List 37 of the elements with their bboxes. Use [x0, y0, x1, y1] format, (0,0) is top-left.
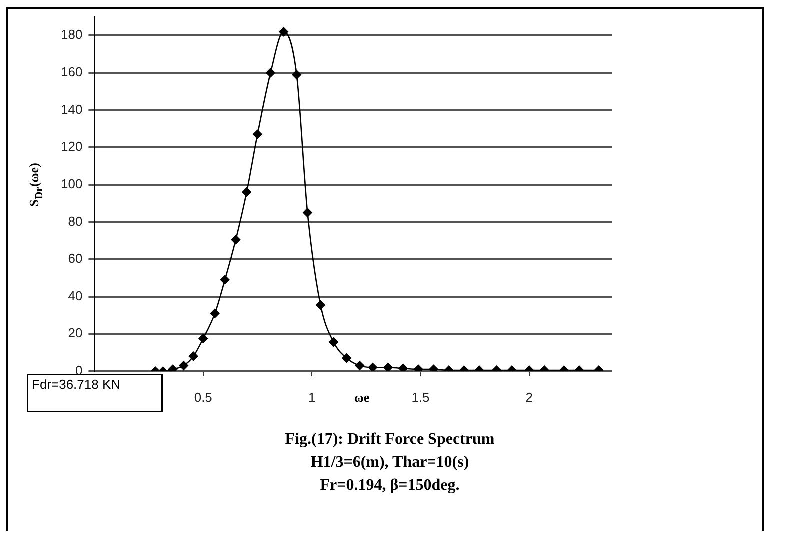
- point: [316, 300, 326, 310]
- point: [198, 334, 208, 344]
- x-axis-title: ωe: [354, 390, 370, 406]
- point: [355, 361, 365, 370]
- y-tick-label: 140: [60, 102, 83, 117]
- text: H1/3=6(m), Thar=10(s): [310, 453, 470, 473]
- point: [179, 361, 188, 370]
- point: [329, 338, 338, 347]
- point: [292, 70, 302, 80]
- y-tick-label: 100: [60, 176, 83, 192]
- y-tick-label: 80: [68, 214, 83, 229]
- x-tick-label: 1: [308, 390, 316, 405]
- y-tick-label: 180: [60, 27, 83, 42]
- text: Fr=0.194, β=150deg.: [319, 476, 461, 496]
- point: [368, 363, 378, 372]
- y-tick-label: 60: [68, 251, 83, 266]
- point: [383, 363, 393, 372]
- point: [210, 308, 220, 318]
- point: [220, 275, 230, 285]
- point: [266, 68, 276, 78]
- x-tick-label: 1.5: [412, 390, 430, 405]
- x-tick-label: 2: [526, 390, 534, 405]
- point: [253, 130, 262, 140]
- point: [398, 364, 408, 372]
- y-tick-label: 160: [60, 64, 83, 80]
- point: [242, 188, 252, 197]
- y-tick-label: 40: [68, 288, 83, 304]
- y-tick-label: 20: [68, 326, 83, 341]
- point: [231, 235, 241, 245]
- point: [342, 354, 352, 363]
- point: [188, 352, 198, 362]
- text: Fig.(17): Drift Force Spectrum: [285, 430, 495, 450]
- point: [279, 27, 288, 37]
- text: Fdr=36.718 KN: [27, 374, 163, 412]
- x-tick-label: 0.5: [194, 390, 212, 405]
- y-tick-label: 120: [60, 139, 83, 154]
- point: [303, 208, 312, 218]
